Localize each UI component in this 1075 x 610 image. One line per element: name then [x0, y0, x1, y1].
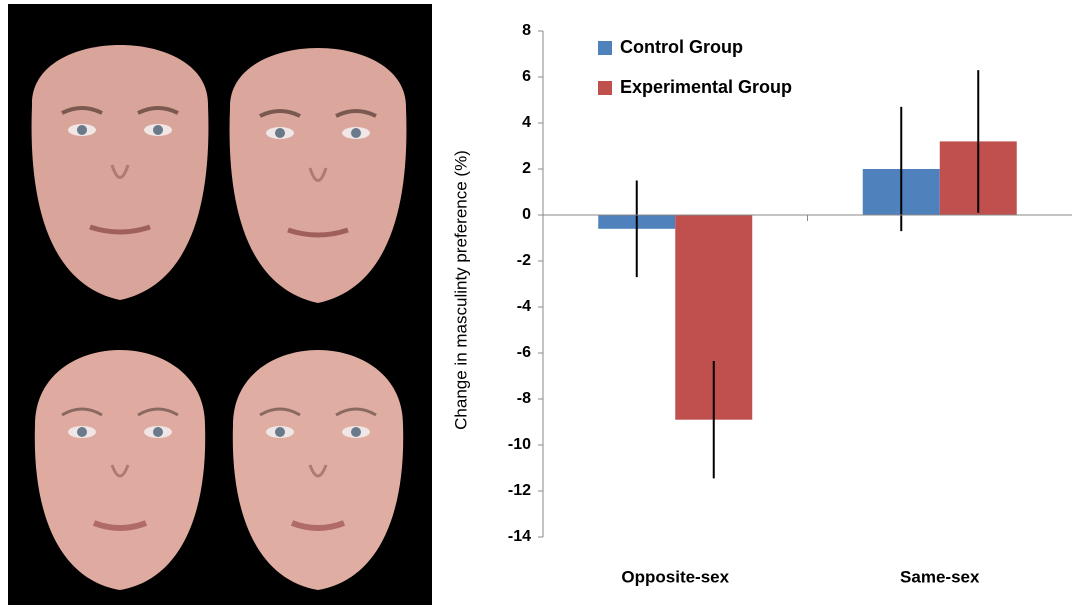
legend-label: Experimental Group [620, 77, 792, 97]
chart: -14 -12 -10 -8 -6 -4 -2 0 2 4 6 8 Opposite-sex Same-s… [508, 22, 1072, 586]
y-axis-label: Change in masculinty preference (%) [451, 150, 470, 430]
y-tick-label: -12 [508, 482, 531, 499]
y-tick-label: -8 [517, 390, 531, 407]
y-tick-label: 8 [522, 22, 531, 39]
y-tick-label: 2 [522, 160, 531, 177]
x-tick-label: Opposite-sex [621, 567, 729, 586]
x-tick-label: Same-sex [900, 567, 980, 586]
face-photos [8, 4, 432, 605]
y-tick-label: -4 [517, 298, 531, 315]
y-tick-label: 4 [522, 114, 531, 131]
y-tick-label: -10 [508, 436, 531, 453]
legend-label: Control Group [620, 37, 743, 57]
y-tick-label: 6 [522, 68, 531, 85]
y-tick-label: 0 [522, 206, 531, 223]
y-tick-label: -2 [517, 252, 531, 269]
legend-swatch [598, 81, 612, 95]
y-tick-label: -14 [508, 528, 531, 545]
y-tick-label: -6 [517, 344, 531, 361]
legend-swatch [598, 41, 612, 55]
page: Change in masculinty preference (%) -14-… [0, 0, 1075, 605]
